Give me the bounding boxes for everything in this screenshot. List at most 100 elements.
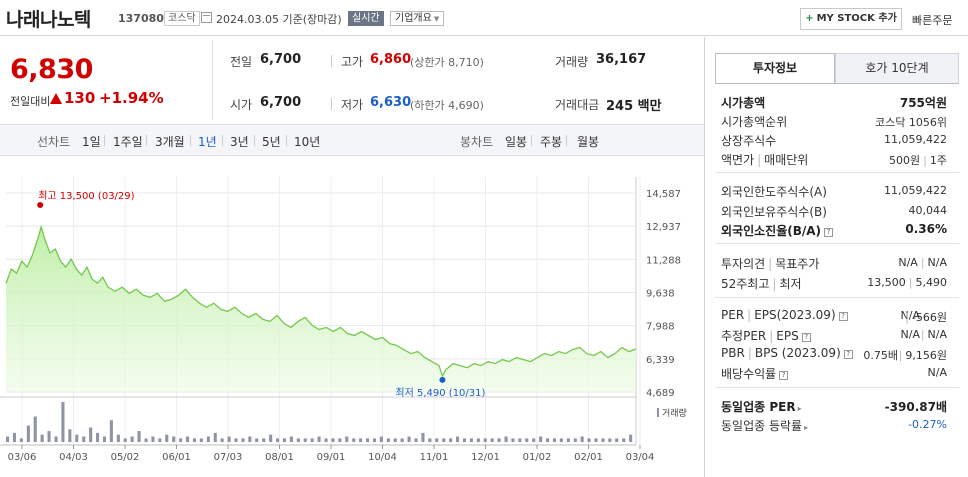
prev-close-value: 6,700 xyxy=(260,52,302,67)
candle-chart-label: 봉차트 xyxy=(460,135,494,149)
date-basis: 2024.03.05 기준(장마감) xyxy=(216,13,342,26)
calendar-icon xyxy=(201,12,212,23)
realtime-button[interactable]: 실시간 xyxy=(348,11,384,26)
price-line xyxy=(5,224,637,378)
volume-bar xyxy=(6,436,10,442)
opinion-label: 투자의견 xyxy=(721,257,766,271)
volume-bar xyxy=(580,436,584,442)
candle-weekly[interactable]: 주봉 xyxy=(540,135,563,149)
tab-orderbook[interactable]: 호가 10단계 xyxy=(835,53,959,84)
divider xyxy=(531,135,532,146)
tab-underline xyxy=(715,83,959,84)
volume-bar xyxy=(199,438,203,442)
divider xyxy=(331,55,332,67)
volume-bar xyxy=(497,438,501,442)
industry-per-row[interactable]: 동일업종 PER ▸ xyxy=(721,398,802,415)
period-5y[interactable]: 5년 xyxy=(262,135,281,149)
period-3y[interactable]: 3년 xyxy=(230,135,249,149)
volume-bar xyxy=(546,438,550,442)
amount-value: 245 백만 xyxy=(606,99,662,114)
volume-bar xyxy=(587,438,591,442)
volume-bar xyxy=(449,438,453,442)
stock-header: 나래나노텍 137080 코스닥 2024.03.05 기준(장마감) 실시간 … xyxy=(0,0,968,36)
help-icon[interactable]: ? xyxy=(801,333,811,342)
y-tick-label: 4,689 xyxy=(646,388,675,399)
eps-value-text: -566원 xyxy=(911,311,947,324)
volume-bar xyxy=(12,432,16,442)
industry-change-value: -0.27% xyxy=(908,418,947,431)
volume-bar xyxy=(345,436,349,442)
volume-bar xyxy=(68,429,72,442)
bps-value: | 9,156원 xyxy=(898,349,947,362)
volume-bar xyxy=(386,438,390,442)
market-cap-value: 755억원 xyxy=(899,96,947,110)
divider xyxy=(715,172,959,173)
period-1d[interactable]: 1일 xyxy=(82,135,101,149)
mystock-add-button[interactable]: + MY STOCK 추가 xyxy=(800,8,902,30)
opinion-row-label: 투자의견 | 목표주가 xyxy=(721,257,820,271)
volume-bar xyxy=(594,438,598,442)
volume-bar xyxy=(476,438,480,442)
help-icon[interactable]: ? xyxy=(824,228,834,237)
volume-bar xyxy=(629,434,633,442)
tab-invest-info[interactable]: 투자정보 xyxy=(715,53,835,84)
price-chart-svg: 14,587 12,937 11,288 9,638 7,988 6,339 4,689 거… xyxy=(0,177,687,463)
volume-bar xyxy=(137,431,141,442)
company-info-dropdown[interactable]: 기업개요 ▼ xyxy=(390,11,445,26)
help-icon[interactable]: ? xyxy=(843,350,853,359)
volume-bar xyxy=(552,438,556,442)
est-per-row-label: 추정PER | EPS? xyxy=(721,327,811,344)
pbr-value: 0.75배 xyxy=(863,349,898,362)
bps-label: BPS (2023.09) xyxy=(754,346,841,360)
quick-order-link[interactable]: 빠른주문 xyxy=(912,14,953,27)
volume-bar xyxy=(483,438,487,442)
y-tick-label: 7,988 xyxy=(646,322,675,333)
opinion-value: N/A xyxy=(898,256,918,269)
low-value: 6,630 xyxy=(370,95,412,110)
par-value: 500원 xyxy=(889,154,921,167)
change-percent: +1.94% xyxy=(99,89,164,107)
low-annotation: 최저 5,490 (10/31) xyxy=(395,387,485,399)
period-1w[interactable]: 1주일 xyxy=(113,135,143,149)
dividend-value: N/A xyxy=(927,366,947,379)
candle-daily[interactable]: 일봉 xyxy=(505,135,528,149)
period-10y[interactable]: 10년 xyxy=(294,135,321,149)
volume-bar xyxy=(359,438,363,442)
volume-bar xyxy=(303,438,307,442)
x-tick-label: 10/04 xyxy=(368,452,397,463)
help-icon[interactable]: ? xyxy=(838,312,848,321)
par-row-label: 액면가 | 매매단위 xyxy=(721,153,809,167)
x-tick-label: 11/01 xyxy=(420,452,449,463)
low-marker xyxy=(439,376,446,383)
candle-monthly[interactable]: 월봉 xyxy=(577,135,600,149)
high-label: 고가 xyxy=(341,55,364,69)
volume-bar xyxy=(89,427,93,442)
foreign-limit-label: 외국인한도주식수(A) xyxy=(721,185,827,199)
volume-bars: 거래량 xyxy=(6,402,687,442)
volume-bar xyxy=(504,436,508,442)
volume-bar xyxy=(532,438,536,442)
divider xyxy=(566,135,567,146)
volume-value: 36,167 xyxy=(596,52,647,67)
low-label: 저가 xyxy=(341,98,364,112)
volume-bar xyxy=(130,436,134,442)
industry-change-row[interactable]: 동일업종 등락률 ▸ xyxy=(721,417,808,434)
volume-bar xyxy=(566,438,570,442)
help-icon[interactable]: ? xyxy=(779,371,789,380)
amount-label: 거래대금 xyxy=(555,98,600,112)
period-1y[interactable]: 1년 xyxy=(198,135,217,149)
high-marker xyxy=(37,202,44,208)
change-value: 130 xyxy=(64,89,96,107)
price-chart[interactable]: 14,587 12,937 11,288 9,638 7,988 6,339 4,689 거… xyxy=(0,157,704,477)
volume-bar xyxy=(213,432,217,442)
volume-bar xyxy=(19,438,23,442)
target-price-value: N/A xyxy=(927,256,947,269)
open-value: 6,700 xyxy=(260,95,302,110)
volume-bar xyxy=(276,438,280,442)
volume-bar xyxy=(352,438,356,442)
period-3m[interactable]: 3개월 xyxy=(155,135,185,149)
cap-rank-value: 코스닥 1056위 xyxy=(875,116,947,129)
volume-bar xyxy=(33,416,37,442)
volume-bar xyxy=(192,438,196,442)
volume-bar xyxy=(109,420,113,442)
